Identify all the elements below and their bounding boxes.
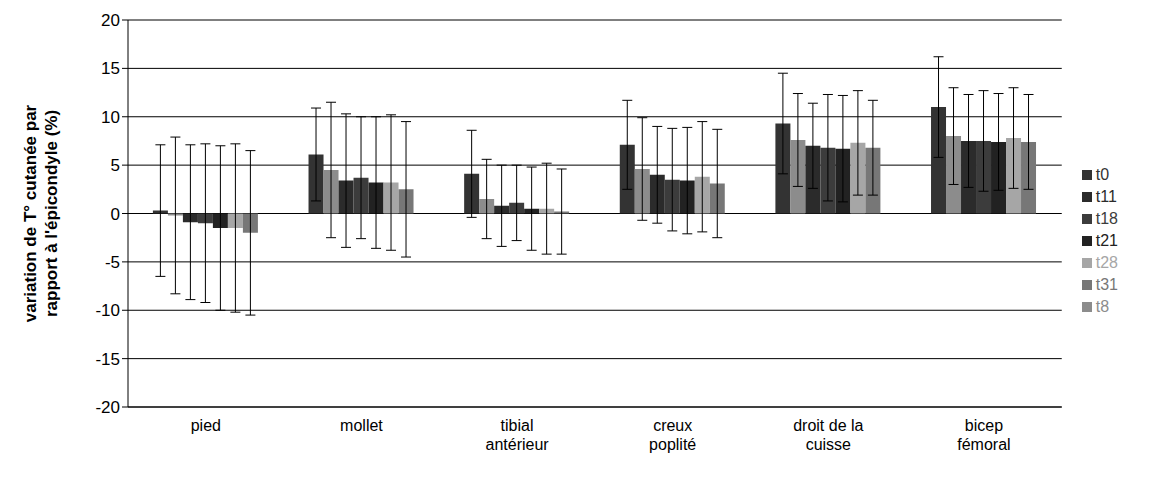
html-text:t28: t28 xyxy=(1095,253,1118,271)
html-text:t18: t18 xyxy=(1095,209,1118,227)
svg-text:bicepfémoral: bicepfémoral xyxy=(957,417,1010,453)
svg-text:5: 5 xyxy=(111,156,120,175)
html-text:t21: t21 xyxy=(1095,231,1118,249)
svg-text:-20: -20 xyxy=(95,398,120,417)
svg-text:-15: -15 xyxy=(95,350,120,369)
html-text:t8: t8 xyxy=(1095,297,1110,315)
svg-text:-10: -10 xyxy=(95,301,120,320)
svg-text:tibialantérieur: tibialantérieur xyxy=(485,417,549,453)
svg-text:10: 10 xyxy=(101,108,120,127)
svg-text:mollet: mollet xyxy=(340,417,383,434)
svg-text:pied: pied xyxy=(191,417,221,434)
svg-text:0: 0 xyxy=(111,205,120,224)
svg-text:variation de T° cutanée parrap: variation de T° cutanée parrapport à l'é… xyxy=(21,104,61,322)
html-text:t31: t31 xyxy=(1095,275,1118,293)
svg-text:droit de lacuisse: droit de lacuisse xyxy=(793,417,863,453)
svg-text:20: 20 xyxy=(101,11,120,30)
html-text:t11: t11 xyxy=(1095,187,1117,205)
svg-text:-5: -5 xyxy=(105,253,120,272)
html-text:t0: t0 xyxy=(1095,165,1110,183)
svg-text:15: 15 xyxy=(101,59,120,78)
svg-text:creuxpoplité: creuxpoplité xyxy=(649,417,696,453)
